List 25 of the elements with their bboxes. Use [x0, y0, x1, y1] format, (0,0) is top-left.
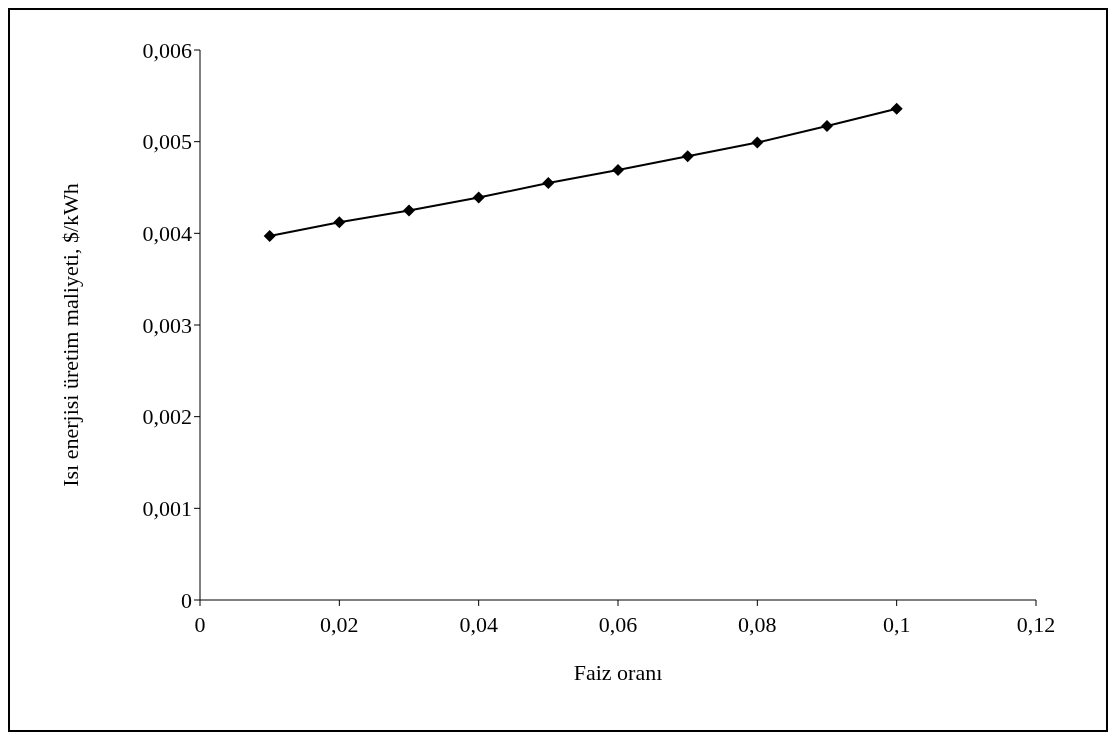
- x-tick-label: 0,04: [459, 611, 498, 637]
- point: [751, 136, 764, 149]
- point: [542, 176, 555, 189]
- y-tick-label: 0,001: [142, 496, 192, 522]
- point: [612, 164, 624, 177]
- x-tick-label: 0,08: [738, 611, 777, 637]
- x-tick-label: 0,1: [882, 611, 911, 637]
- x-tick-label: 0,06: [598, 611, 638, 637]
- point: [821, 120, 833, 133]
- point: [890, 102, 903, 115]
- y-tick-label: 0,006: [142, 37, 192, 63]
- point: [681, 150, 694, 163]
- y-tick-label: 0,002: [142, 404, 192, 430]
- y-tick-label: 0: [181, 587, 192, 613]
- y-tick-label: 0,003: [142, 312, 192, 338]
- point: [403, 204, 415, 217]
- point: [263, 230, 276, 243]
- point: [333, 216, 346, 229]
- x-axis-title: Faiz oranı: [573, 660, 663, 685]
- y-tick-label: 0,004: [142, 221, 192, 247]
- x-tick-label: 0,12: [1016, 611, 1056, 637]
- y-tick-label: 0,005: [142, 129, 192, 155]
- y-axis-title: Isı enerjisi üretim maliyeti, $/kWh: [57, 183, 83, 487]
- x-tick-label: 0,02: [320, 611, 359, 637]
- point: [472, 191, 485, 204]
